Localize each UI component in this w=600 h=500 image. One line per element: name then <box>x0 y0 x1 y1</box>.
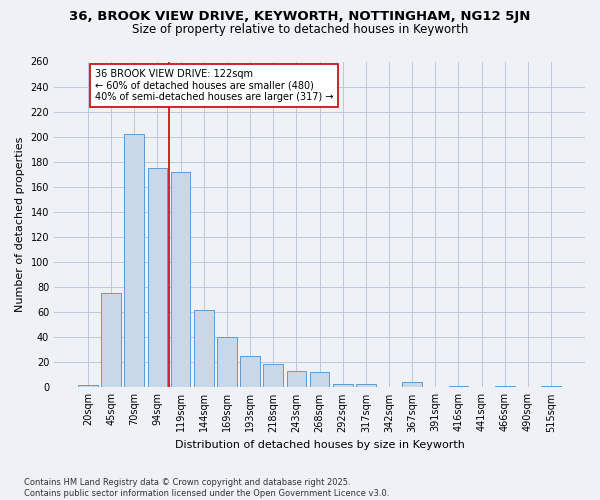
Bar <box>333 384 353 388</box>
Bar <box>287 371 306 388</box>
X-axis label: Distribution of detached houses by size in Keyworth: Distribution of detached houses by size … <box>175 440 464 450</box>
Bar <box>449 386 468 388</box>
Bar <box>148 168 167 388</box>
Bar <box>402 382 422 388</box>
Text: 36, BROOK VIEW DRIVE, KEYWORTH, NOTTINGHAM, NG12 5JN: 36, BROOK VIEW DRIVE, KEYWORTH, NOTTINGH… <box>70 10 530 23</box>
Bar <box>356 384 376 388</box>
Bar <box>194 310 214 388</box>
Text: 36 BROOK VIEW DRIVE: 122sqm
← 60% of detached houses are smaller (480)
40% of se: 36 BROOK VIEW DRIVE: 122sqm ← 60% of det… <box>95 69 334 102</box>
Bar <box>495 386 515 388</box>
Bar <box>171 172 190 388</box>
Bar <box>124 134 144 388</box>
Bar <box>78 385 98 388</box>
Bar <box>263 364 283 388</box>
Bar <box>240 356 260 388</box>
Y-axis label: Number of detached properties: Number of detached properties <box>15 137 25 312</box>
Bar <box>217 338 237 388</box>
Text: Size of property relative to detached houses in Keyworth: Size of property relative to detached ho… <box>132 22 468 36</box>
Bar <box>101 294 121 388</box>
Text: Contains HM Land Registry data © Crown copyright and database right 2025.
Contai: Contains HM Land Registry data © Crown c… <box>24 478 389 498</box>
Bar <box>541 386 561 388</box>
Bar <box>310 372 329 388</box>
